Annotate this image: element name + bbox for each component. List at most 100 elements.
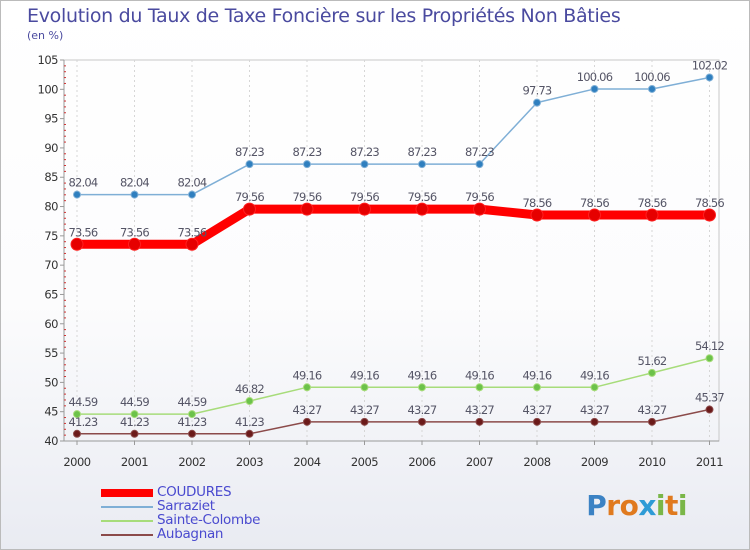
data-label: 44.59: [120, 395, 149, 409]
data-label: 102.02: [692, 58, 728, 72]
plot-area: [63, 59, 720, 442]
y-tick-label: 70: [44, 258, 58, 272]
data-point: [360, 160, 369, 169]
x-tick-label: 2005: [351, 455, 378, 469]
data-point: [475, 417, 484, 426]
x-tick-label: 2000: [63, 455, 90, 469]
data-label: 87.23: [465, 145, 494, 159]
legend-swatch: [101, 506, 153, 508]
data-label: 100.06: [577, 70, 613, 84]
data-point: [128, 237, 141, 251]
y-tick-label: 60: [44, 317, 58, 331]
y-tick-label: 40: [44, 434, 58, 448]
x-tick-label: 2004: [293, 455, 320, 469]
data-label: 43.27: [465, 403, 494, 417]
chart-title: Evolution du Taux de Taxe Foncière sur l…: [27, 5, 621, 27]
data-point: [705, 73, 714, 82]
data-label: 79.56: [465, 190, 494, 204]
data-label: 43.27: [350, 403, 379, 417]
logo-letter: r: [606, 489, 620, 522]
data-point: [360, 417, 369, 426]
data-label: 46.82: [235, 382, 264, 396]
y-tick-label: 85: [44, 170, 58, 184]
data-label: 82.04: [120, 176, 149, 190]
data-point: [648, 368, 656, 377]
unit-label: (en %): [27, 29, 64, 42]
series-line-Sarraziet: [76, 76, 711, 196]
data-label: 43.27: [638, 403, 667, 417]
data-label: 87.23: [235, 145, 264, 159]
data-point: [648, 84, 656, 93]
data-point: [645, 208, 659, 222]
x-tick-label: 2007: [466, 455, 493, 469]
data-point: [130, 410, 139, 419]
data-point: [303, 160, 311, 169]
y-tick-label: 75: [44, 229, 58, 243]
data-point: [590, 383, 599, 392]
data-point: [418, 383, 426, 392]
data-label: 73.56: [120, 225, 149, 239]
data-label: 100.06: [634, 70, 670, 84]
data-point: [648, 417, 656, 426]
logo-letter: o: [619, 489, 639, 522]
data-point: [705, 354, 714, 363]
data-label: 49.16: [523, 368, 552, 382]
data-point: [70, 237, 84, 251]
logo-letter: x: [638, 489, 656, 522]
data-label: 41.23: [235, 415, 264, 429]
data-point: [703, 208, 716, 222]
x-tick-label: 2009: [581, 455, 608, 469]
data-label: 78.56: [695, 196, 724, 210]
data-point: [418, 417, 426, 426]
data-label: 49.16: [293, 368, 322, 382]
data-label: 45.37: [695, 391, 724, 405]
data-point: [245, 429, 254, 438]
legend-swatch: [101, 489, 153, 497]
x-tick-label: 2003: [236, 455, 263, 469]
data-label: 44.59: [178, 395, 207, 409]
data-point: [475, 383, 484, 392]
data-point: [303, 417, 311, 426]
data-point: [705, 405, 714, 414]
logo-letter: i: [677, 489, 688, 522]
series-line-Sainte-Colombe: [76, 357, 711, 415]
data-point: [188, 190, 196, 199]
x-tick-label: 2011: [696, 455, 723, 469]
data-label: 41.23: [120, 415, 149, 429]
data-label: 79.56: [235, 190, 264, 204]
data-label: 78.56: [638, 196, 667, 210]
data-label: 87.23: [350, 145, 379, 159]
data-point: [188, 410, 196, 419]
data-point: [473, 202, 486, 216]
data-point: [130, 190, 139, 199]
data-label: 87.23: [408, 145, 437, 159]
data-label: 73.56: [69, 225, 98, 239]
data-point: [188, 429, 196, 438]
logo-letter: i: [655, 489, 666, 522]
logo-letter: t: [665, 489, 678, 522]
y-tick-label: 105: [38, 53, 59, 67]
data-label: 43.27: [580, 403, 609, 417]
legend-swatch: [101, 520, 153, 522]
y-tick-label: 65: [44, 287, 58, 301]
data-label: 78.56: [580, 196, 609, 210]
data-point: [533, 98, 541, 107]
series-line-Aubagnan: [76, 408, 711, 435]
data-label: 41.23: [69, 415, 98, 429]
data-label: 43.27: [408, 403, 437, 417]
data-label: 49.16: [350, 368, 379, 382]
data-label: 79.56: [408, 190, 437, 204]
data-point: [73, 410, 81, 419]
y-tick-label: 90: [44, 141, 58, 155]
data-label: 82.04: [69, 176, 98, 190]
legend-label: Aubagnan: [157, 526, 224, 542]
data-label: 43.27: [523, 403, 552, 417]
data-point: [130, 429, 139, 438]
data-label: 79.56: [350, 190, 379, 204]
data-label: 79.56: [293, 190, 322, 204]
x-tick-label: 2008: [523, 455, 550, 469]
data-label: 51.62: [638, 354, 667, 368]
y-tick-label: 50: [44, 375, 58, 389]
data-label: 41.23: [178, 415, 207, 429]
